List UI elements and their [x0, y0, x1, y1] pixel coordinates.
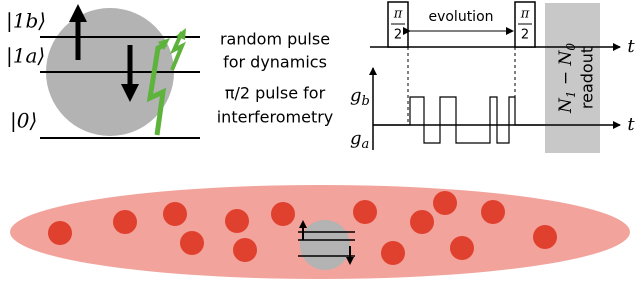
- pulse-label: 2: [521, 28, 529, 43]
- axis-label: t: [627, 36, 635, 57]
- readout-signal: N1 − N0: [556, 43, 578, 114]
- coupling-label: ga: [350, 128, 369, 152]
- pulse-label: 2: [394, 28, 402, 43]
- pulse-label: π: [520, 7, 530, 22]
- caption: random pulse: [220, 30, 330, 49]
- level-label: |0⟩: [10, 109, 37, 134]
- atom: [450, 236, 474, 260]
- evolution-label: evolution: [428, 9, 493, 25]
- caption: π/2 pulse for: [225, 84, 326, 103]
- subscript: 0: [564, 43, 578, 51]
- pulse-waveform: [373, 97, 545, 143]
- symbol: − N: [556, 49, 576, 90]
- atom: [48, 221, 72, 245]
- subscript: a: [362, 137, 370, 152]
- readout-label: readout: [578, 47, 597, 109]
- level-label: |1b⟩: [6, 9, 46, 34]
- caption: for dynamics: [223, 53, 327, 72]
- symbol: g: [350, 128, 362, 149]
- atom: [353, 200, 377, 224]
- diagram: |1b⟩ |1a⟩ |0⟩ random pulse for dynamics …: [0, 0, 639, 283]
- symbol: g: [350, 85, 362, 106]
- atom: [180, 231, 204, 255]
- atom: [113, 210, 137, 234]
- pulse-label: π: [393, 7, 403, 22]
- arrowhead: [69, 4, 87, 22]
- level-label: |1a⟩: [6, 44, 45, 69]
- atom: [533, 225, 557, 249]
- subscript: b: [362, 94, 370, 109]
- atom: [433, 191, 457, 215]
- atom: [381, 241, 405, 265]
- atom: [271, 202, 295, 226]
- coupling-label: gb: [350, 85, 370, 109]
- axis-label: t: [627, 114, 635, 135]
- symbol: N: [556, 97, 576, 114]
- atom: [481, 200, 505, 224]
- subscript: 1: [564, 91, 578, 99]
- caption: interferometry: [217, 108, 334, 127]
- atom: [410, 210, 434, 234]
- probe-atom: [300, 220, 350, 270]
- atom: [163, 202, 187, 226]
- atom: [225, 209, 249, 233]
- atom: [233, 238, 257, 262]
